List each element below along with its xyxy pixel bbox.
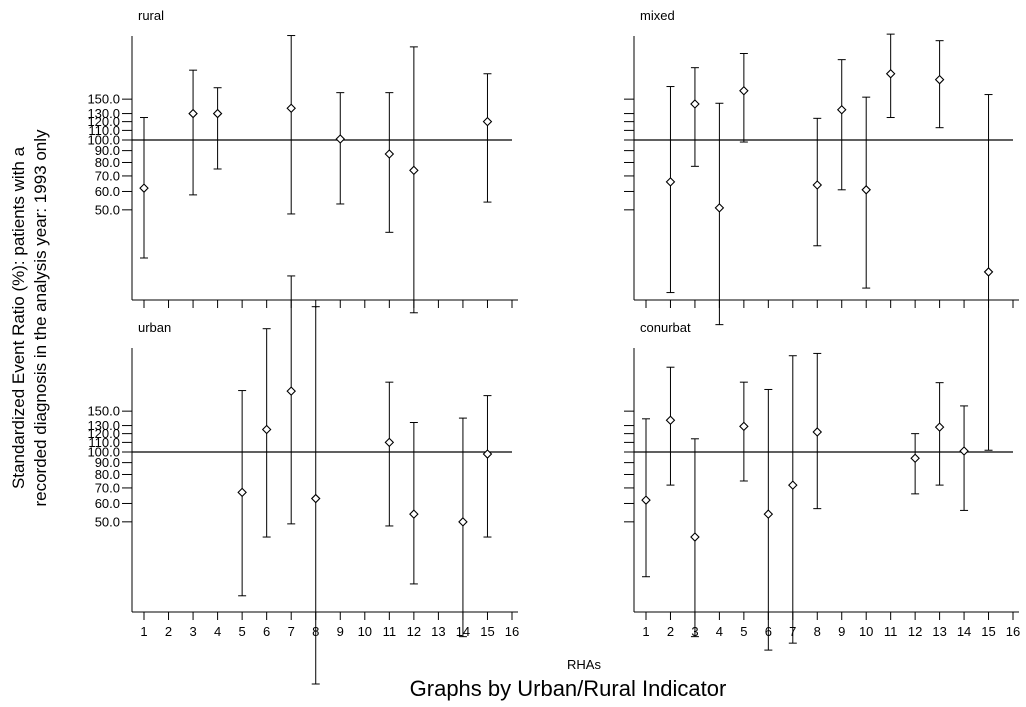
data-point: [409, 509, 419, 519]
data-point: [237, 487, 247, 498]
data-point: [836, 104, 847, 115]
y-tick-label: 70.0: [95, 480, 120, 495]
data-point: [482, 449, 493, 459]
x-tick-label: 16: [505, 624, 519, 639]
data-point: [934, 74, 945, 85]
data-point: [763, 509, 774, 519]
panel-mixed: mixed: [624, 8, 1019, 451]
x-tick-label: 16: [1006, 624, 1020, 639]
x-tick-label: 1: [642, 624, 649, 639]
data-point: [739, 421, 749, 432]
y-tick-label: 150.0: [87, 404, 120, 419]
x-tick-label: 15: [480, 624, 494, 639]
data-point: [665, 415, 676, 426]
x-tick-label: 5: [740, 624, 747, 639]
y-tick-label: 50.0: [95, 202, 120, 217]
x-tick-label: 12: [908, 624, 922, 639]
data-point: [384, 437, 395, 448]
data-point: [212, 108, 223, 119]
data-point: [959, 446, 969, 456]
data-point: [910, 453, 920, 464]
x-tick-label: 11: [383, 624, 397, 639]
x-tick-label: 8: [814, 624, 821, 639]
x-tick-label: 9: [337, 624, 344, 639]
y-tick-label: 90.0: [95, 455, 120, 470]
panel-urban: urban150.0130.0120.0110.0100.090.080.070…: [87, 275, 519, 685]
y-tick-label: 50.0: [95, 514, 120, 529]
x-tick-label: 2: [667, 624, 674, 639]
x-tick-label: 9: [838, 624, 845, 639]
y-tick-label: 70.0: [95, 168, 120, 183]
panel-title: rural: [138, 8, 164, 23]
data-point: [286, 103, 296, 114]
x-tick-label: 6: [263, 624, 270, 639]
x-tick-label: 1: [140, 624, 147, 639]
y-tick-label: 90.0: [95, 143, 120, 158]
data-point: [665, 177, 676, 187]
panel-rural: rural 150.0130.0120.0110.0100.090.080.070…: [87, 8, 518, 314]
data-point: [690, 99, 700, 109]
data-point: [885, 68, 896, 79]
data-point: [482, 116, 493, 127]
panels: rural150.0130.0120.0110.0100.090.080.070…: [87, 8, 1020, 685]
y-tick-label: 150.0: [87, 92, 120, 107]
y-tick-label: 80.0: [95, 155, 120, 170]
x-tick-label: 15: [981, 624, 995, 639]
data-point: [739, 85, 749, 96]
y-tick-label: 80.0: [95, 467, 120, 482]
y-axis-label-line-1: Standardized Event Ratio (%): patients w…: [9, 146, 28, 489]
panel-title: conurbat: [640, 320, 691, 335]
x-tick-label: 14: [957, 624, 971, 639]
data-point: [384, 149, 395, 159]
y-tick-label: 100.0: [87, 133, 120, 148]
y-tick-label: 60.0: [95, 496, 120, 511]
panel-title: urban: [138, 320, 171, 335]
y-tick-label: 110.0: [88, 123, 120, 138]
data-point: [714, 203, 725, 213]
x-tick-label: 13: [932, 624, 946, 639]
x-tick-label: 7: [288, 624, 295, 639]
footer-note: Graphs by Urban/Rural Indicator: [410, 676, 727, 701]
x-tick-label: 4: [214, 624, 221, 639]
data-point: [458, 517, 468, 527]
y-tick-label: 60.0: [95, 184, 120, 199]
data-point: [861, 185, 871, 195]
x-tick-label: 5: [239, 624, 246, 639]
x-tick-label: 2: [165, 624, 172, 639]
y-tick-label: 120.0: [87, 426, 120, 441]
data-point: [310, 493, 321, 504]
y-tick-label: 130.0: [87, 106, 120, 121]
data-point: [812, 180, 823, 190]
panel-conurbat: conurbat12345678910111213141516: [624, 320, 1020, 651]
data-point: [261, 424, 272, 435]
data-point: [188, 108, 198, 119]
data-point: [788, 480, 798, 490]
y-tick-label: 110.0: [88, 435, 120, 450]
data-point: [409, 165, 419, 176]
y-tick-label: 120.0: [87, 114, 120, 129]
data-point: [286, 386, 296, 396]
data-point: [812, 427, 823, 437]
x-tick-label: 4: [716, 624, 723, 639]
y-tick-label: 130.0: [87, 418, 120, 433]
data-point: [690, 532, 700, 542]
data-point: [139, 183, 149, 193]
x-tick-label: 10: [859, 624, 873, 639]
x-tick-label: 10: [358, 624, 372, 639]
x-tick-label: 3: [189, 624, 196, 639]
data-point: [983, 267, 994, 277]
panel-title: mixed: [640, 8, 675, 23]
data-point: [335, 134, 346, 144]
x-tick-label: 13: [431, 624, 445, 639]
x-tick-label: 11: [884, 624, 898, 639]
y-tick-label: 100.0: [87, 445, 120, 460]
x-axis-label: RHAs: [567, 657, 601, 672]
y-axis-label-line-2: recorded diagnosis in the analysis year:…: [31, 129, 50, 507]
data-point: [934, 422, 945, 432]
x-tick-label: 12: [407, 624, 421, 639]
data-point: [641, 495, 651, 505]
